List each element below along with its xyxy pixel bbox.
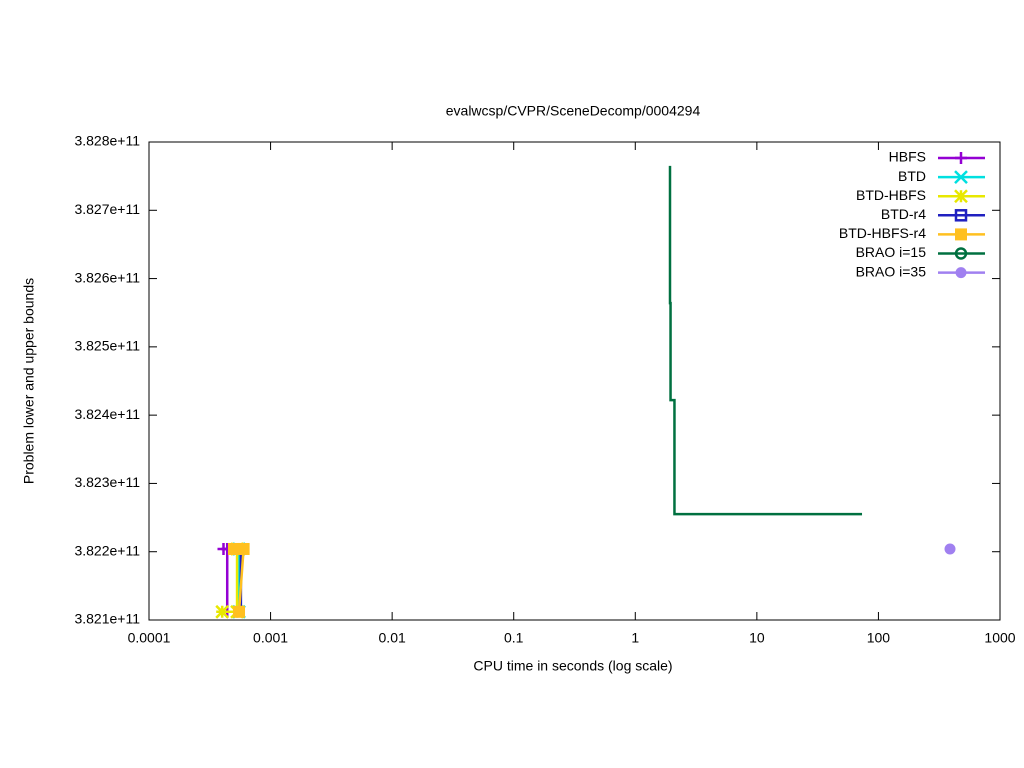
point xyxy=(954,189,968,204)
point xyxy=(954,247,968,260)
y-tick-label: 3.828e+11 xyxy=(74,133,140,149)
y-tick-label: 3.826e+11 xyxy=(74,269,140,285)
y-axis-label: Problem lower and upper bounds xyxy=(21,278,37,484)
legend-label: BTD-HBFS-r4 xyxy=(839,225,926,241)
y-tick-label: 3.824e+11 xyxy=(74,406,140,422)
x-axis-label: CPU time in seconds (log scale) xyxy=(473,658,672,674)
point xyxy=(233,605,246,618)
x-tick-label: 0.001 xyxy=(253,630,288,646)
legend-label: BTD xyxy=(898,168,926,184)
legend-label: BRAO i=15 xyxy=(856,244,927,260)
point xyxy=(944,543,956,555)
point xyxy=(955,228,967,241)
x-tick-label: 0.01 xyxy=(379,630,406,646)
series-line xyxy=(668,165,863,516)
legend-label: HBFS xyxy=(889,149,926,165)
y-tick-label: 3.822e+11 xyxy=(74,542,140,558)
chart-title: evalwcsp/CVPR/SceneDecomp/0004294 xyxy=(446,103,701,119)
plot-frame xyxy=(148,141,1001,621)
series-line xyxy=(223,547,229,612)
y-tick-label: 3.827e+11 xyxy=(74,201,140,217)
x-tick-label: 10 xyxy=(749,630,765,646)
y-tick-label: 3.823e+11 xyxy=(74,474,140,490)
legend-label: BTD-HBFS xyxy=(856,187,926,203)
point xyxy=(237,542,250,555)
point xyxy=(955,267,967,279)
series-line xyxy=(222,548,239,614)
point xyxy=(215,604,230,619)
x-tick-label: 1 xyxy=(631,630,639,646)
x-tick-label: 100 xyxy=(867,630,891,646)
x-tick-label: 1000 xyxy=(984,630,1015,646)
x-tick-label: 0.0001 xyxy=(128,630,171,646)
y-tick-label: 3.821e+11 xyxy=(74,611,140,627)
point xyxy=(954,209,968,222)
point xyxy=(954,170,968,184)
x-tick-label: 0.1 xyxy=(504,630,524,646)
y-tick-label: 3.825e+11 xyxy=(74,338,140,354)
point xyxy=(955,152,967,164)
legend-label: BRAO i=35 xyxy=(856,263,927,279)
legend-label: BTD-r4 xyxy=(881,206,926,222)
